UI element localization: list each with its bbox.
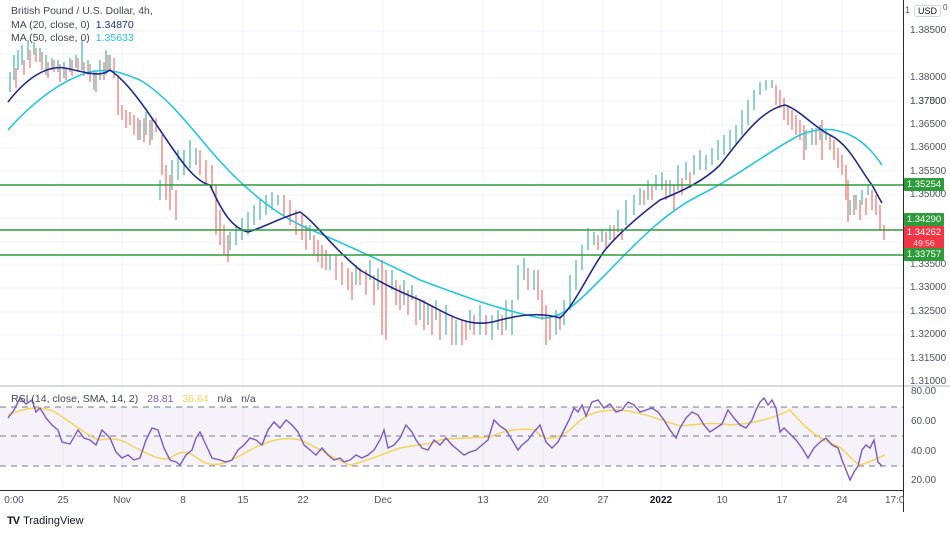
price-tick: 1.35000: [910, 189, 947, 200]
level-2-price-tag: 1.34290: [904, 213, 944, 226]
axis-scale-suffix: 0: [943, 3, 948, 12]
bar-countdown: 49:56: [913, 238, 935, 248]
ma50-label: MA (50, close, 0): [11, 32, 90, 44]
axis-scale-prefix: 1: [905, 5, 911, 15]
time-tick: 8: [180, 495, 186, 506]
price-tick: 1.36500: [910, 119, 947, 130]
rsi-na-1: n/a: [217, 393, 233, 405]
time-tick: 10: [716, 495, 728, 506]
candles: [9, 40, 885, 345]
symbol-legend[interactable]: British Pound / U.S. Dollar, 4h,: [11, 5, 153, 17]
price-tick: 1.38000: [910, 72, 947, 83]
rsi-tick: 60.00: [911, 416, 937, 427]
down-candles: [15, 48, 885, 345]
time-tick: 15: [237, 495, 249, 506]
time-tick: 22: [297, 495, 309, 506]
ma20-value: 1.34870: [95, 19, 134, 31]
rsi-sma-value: 36.64: [182, 393, 209, 405]
level-1-price-tag: 1.35254: [904, 178, 944, 191]
price-tick: 1.33500: [910, 259, 947, 270]
time-tick: 25: [57, 495, 69, 506]
tradingview-logo-icon: TV: [7, 515, 20, 527]
price-tick: 1.32500: [910, 306, 947, 317]
ma50-legend[interactable]: MA (50, close, 0) 1.35633: [11, 32, 134, 44]
current-price-tag: 1.34262 49:56: [904, 226, 944, 250]
brand-name: TradingView: [23, 515, 84, 527]
time-tick: Nov: [113, 495, 131, 506]
rsi-line: [7, 396, 883, 482]
price-tick: 1.31000: [910, 376, 947, 387]
ma50-line: [7, 69, 883, 319]
level-3-price-tag: 1.33757: [904, 248, 944, 261]
rsi-tick: 80.00: [911, 386, 937, 397]
price-tick: 1.37500: [910, 96, 947, 107]
rsi-tick: 20.00: [911, 475, 937, 486]
price-tick: 1.31500: [910, 353, 947, 364]
time-tick: 24: [836, 495, 848, 506]
time-axis-end-label: 17:0: [885, 495, 905, 506]
time-tick: 13: [477, 495, 489, 506]
rsi-tick: 40.00: [911, 446, 937, 457]
rsi-value: 28.81: [147, 393, 174, 405]
rsi-label: RSI (14, close, SMA, 14, 2): [11, 393, 139, 405]
time-tick: 17: [776, 495, 788, 506]
price-tick: 1.33000: [910, 282, 947, 293]
up-candles: [9, 40, 869, 345]
currency-button[interactable]: USD: [914, 5, 942, 17]
rsi-na-2: n/a: [241, 393, 256, 405]
price-tick: 1.36000: [910, 142, 947, 153]
price-tick: 1.37000: [910, 96, 947, 107]
current-price: 1.34262: [906, 227, 942, 238]
time-tick: 27: [597, 495, 609, 506]
horizontal-levels: [0, 184, 903, 256]
rsi-legend[interactable]: RSI (14, close, SMA, 14, 2) 28.81 36.64 …: [11, 393, 256, 405]
time-tick: 20: [537, 495, 549, 506]
ma20-label: MA (20, close, 0): [11, 19, 90, 31]
time-tick: Dec: [374, 495, 392, 506]
price-tick: 1.32000: [910, 329, 947, 340]
rsi-levels: [0, 406, 903, 467]
price-tick: 1.38500: [910, 25, 947, 36]
ma20-legend[interactable]: MA (20, close, 0) 1.34870: [11, 19, 134, 31]
tradingview-brand[interactable]: TV TradingView: [7, 515, 84, 527]
ma50-value: 1.35633: [95, 32, 134, 44]
ma20-line: [7, 66, 883, 324]
time-tick: 0:00: [4, 495, 24, 506]
rsi-sma-line: [7, 407, 886, 466]
symbol-title: British Pound / U.S. Dollar, 4h,: [11, 5, 153, 17]
price-tick: 1.35500: [910, 166, 947, 177]
time-tick-year: 2022: [649, 495, 673, 506]
